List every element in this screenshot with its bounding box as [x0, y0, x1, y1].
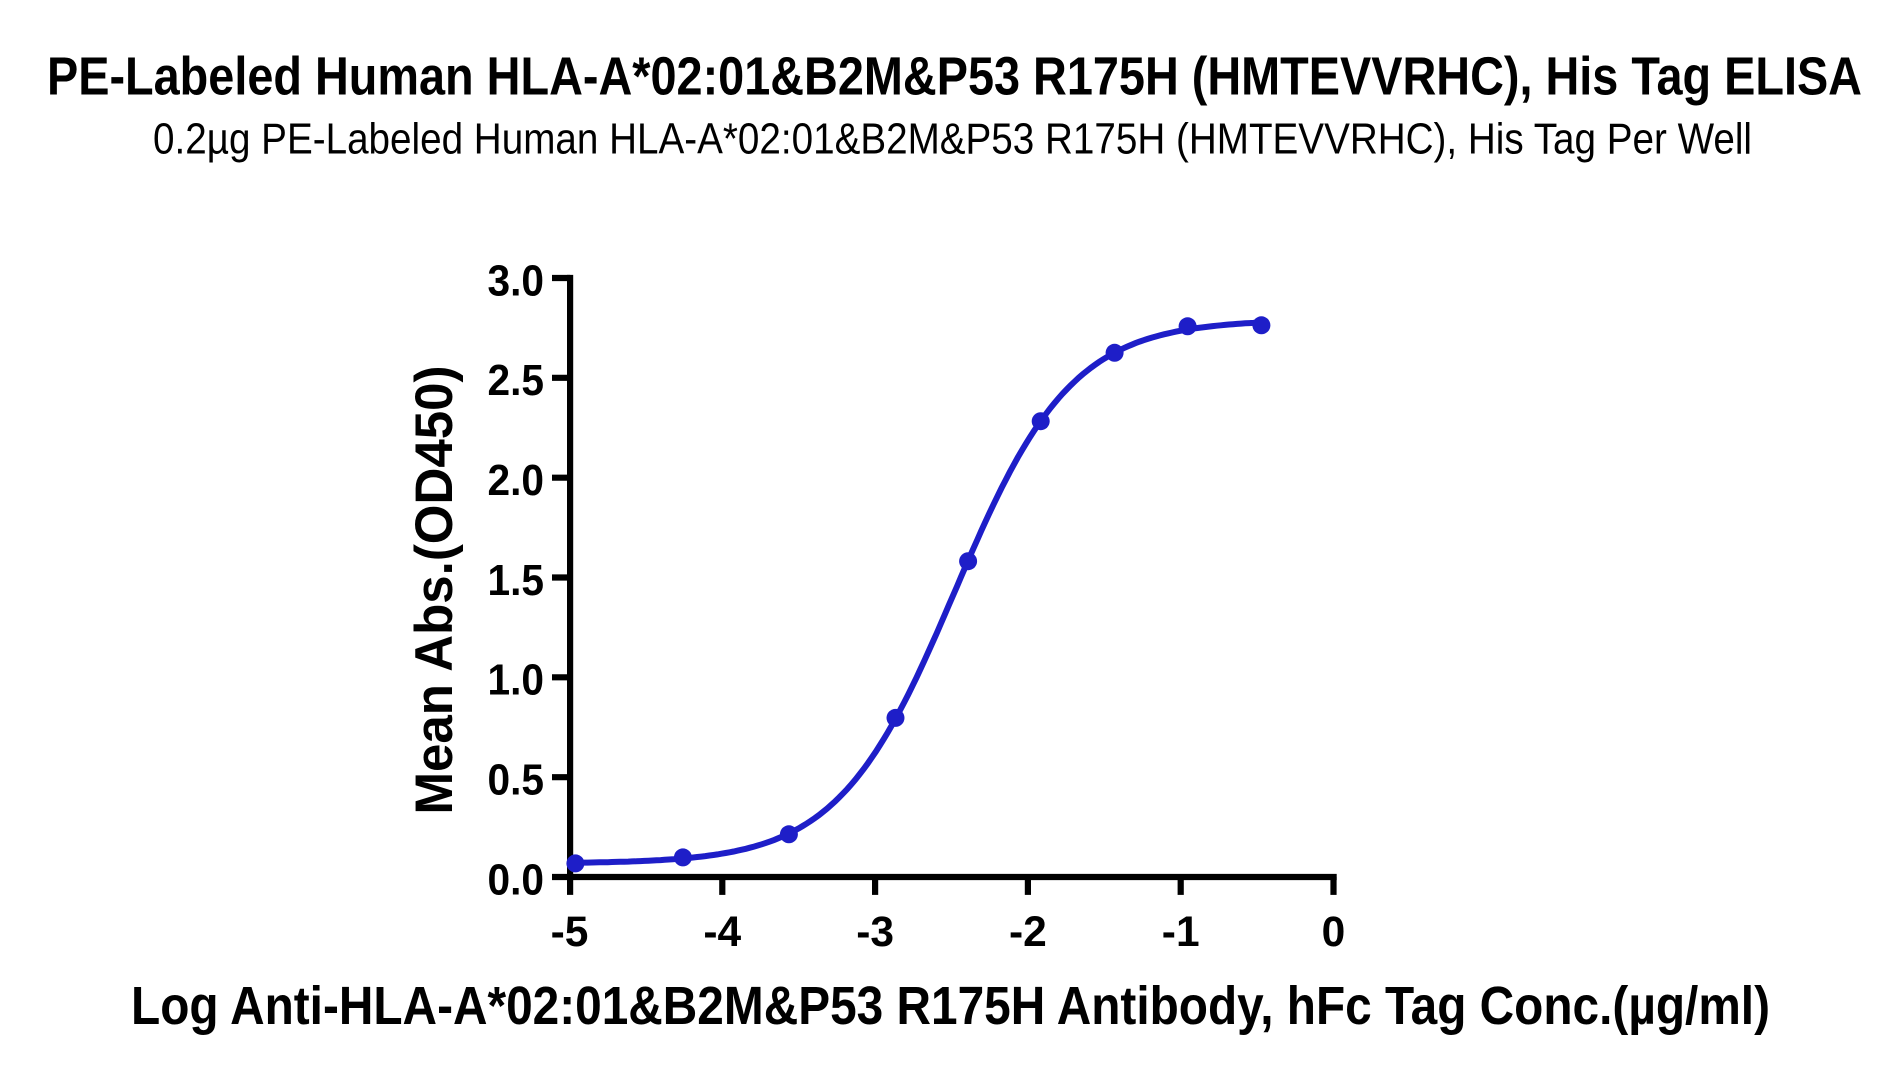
svg-text:-1: -1: [1162, 909, 1200, 956]
svg-text:0.5: 0.5: [488, 756, 545, 805]
svg-text:1.5: 1.5: [488, 556, 545, 605]
svg-text:0: 0: [1322, 909, 1346, 956]
svg-text:-2: -2: [1009, 909, 1047, 956]
svg-text:Log Anti-HLA-A*02:01&B2M&P53 R: Log Anti-HLA-A*02:01&B2M&P53 R175H Antib…: [131, 977, 1770, 1036]
svg-text:2.5: 2.5: [488, 356, 545, 405]
svg-text:Mean Abs.(OD450): Mean Abs.(OD450): [405, 366, 464, 815]
svg-text:-3: -3: [856, 909, 894, 956]
svg-text:0.0: 0.0: [488, 855, 545, 904]
svg-text:-5: -5: [551, 909, 589, 956]
svg-text:1.0: 1.0: [488, 656, 545, 705]
svg-text:-4: -4: [703, 909, 741, 956]
svg-text:2.0: 2.0: [488, 456, 545, 505]
svg-text:PE-Labeled Human HLA-A*02:01&B: PE-Labeled Human HLA-A*02:01&B2M&P53 R17…: [47, 48, 1862, 107]
svg-text:0.2µg PE-Labeled Human HLA-A*0: 0.2µg PE-Labeled Human HLA-A*02:01&B2M&P…: [153, 115, 1752, 164]
svg-text:3.0: 3.0: [488, 256, 545, 305]
